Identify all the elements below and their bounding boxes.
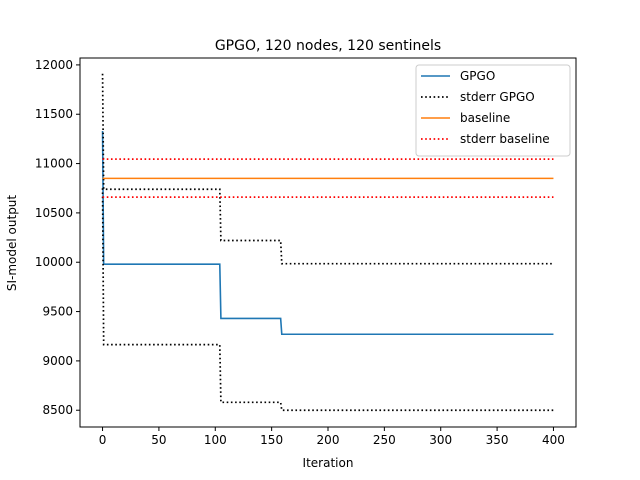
x-tick-label: 200 [317, 433, 340, 447]
y-tick-label: 11000 [35, 157, 73, 171]
x-tick-label: 150 [260, 433, 283, 447]
x-tick-label: 0 [99, 433, 107, 447]
y-tick-label: 10500 [35, 206, 73, 220]
y-tick-label: 8500 [42, 403, 73, 417]
chart-title: GPGO, 120 nodes, 120 sentinels [215, 38, 441, 54]
x-axis: 0 50 100 150 200 250 300 350 400 [99, 427, 565, 447]
legend-label: GPGO [460, 69, 495, 83]
series-line-1 [101, 73, 554, 265]
x-tick-label: 100 [204, 433, 227, 447]
x-axis-label: Iteration [303, 456, 354, 470]
x-tick-label: 50 [151, 433, 166, 447]
legend: GPGO stderr GPGO baseline stderr baseline [415, 64, 571, 157]
legend-box [415, 64, 571, 157]
legend-label: baseline [460, 111, 510, 125]
x-tick-label: 300 [429, 433, 452, 447]
legend-label: stderr baseline [460, 132, 550, 146]
series-line-2 [101, 188, 554, 412]
y-tick-label: 10000 [35, 255, 73, 269]
plot-area [79, 57, 577, 428]
y-tick-label: 9500 [42, 305, 73, 319]
legend-label: stderr GPGO [460, 90, 535, 104]
y-tick-label: 9000 [42, 354, 73, 368]
y-axis: 8500 9000 9500 10000 10500 11000 11500 12000 [35, 58, 80, 417]
y-tick-label: 11500 [35, 107, 73, 121]
x-tick-label: 400 [542, 433, 565, 447]
y-axis-label: SI-model output [5, 195, 19, 292]
x-tick-label: 250 [373, 433, 396, 447]
y-tick-label: 12000 [35, 58, 73, 72]
x-tick-label: 350 [486, 433, 509, 447]
